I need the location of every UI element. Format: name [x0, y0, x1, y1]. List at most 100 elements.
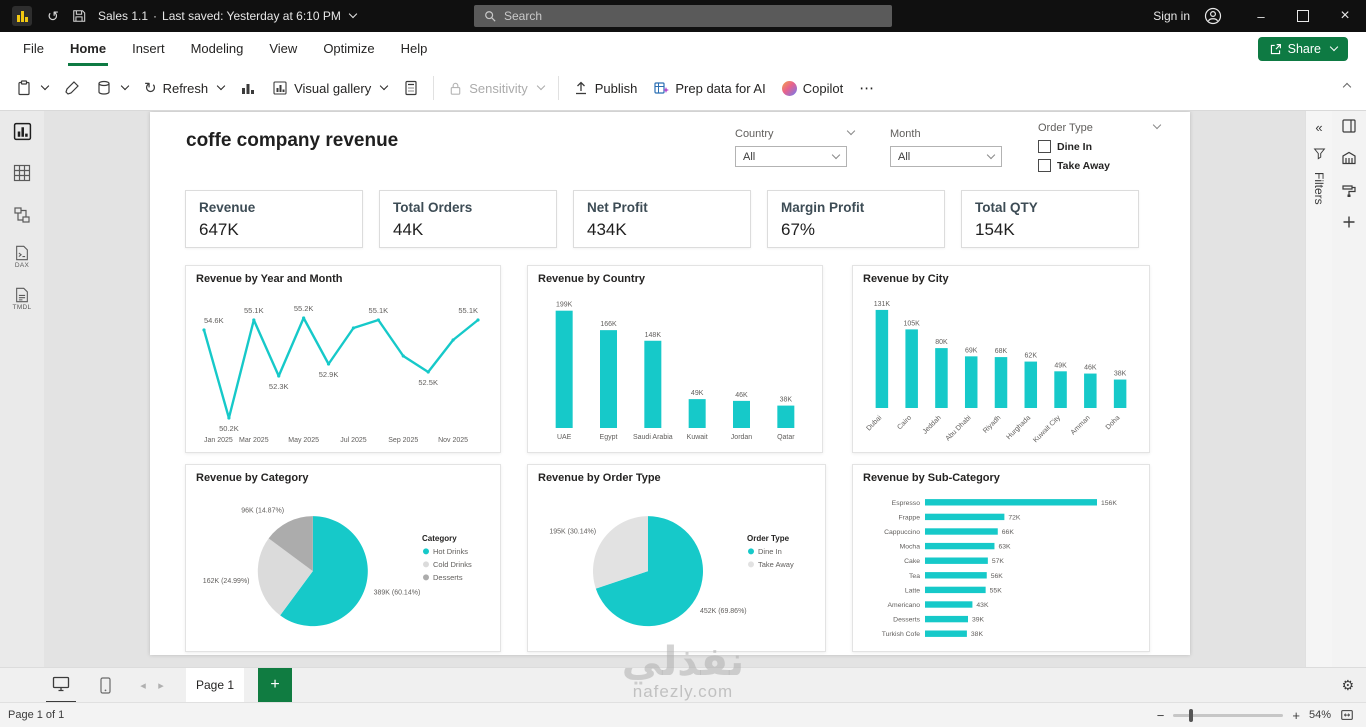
- mobile-layout-button[interactable]: [90, 669, 120, 702]
- next-page-button[interactable]: ▸: [158, 679, 164, 692]
- paste-button[interactable]: [8, 73, 56, 103]
- format-pane-icon[interactable]: [1341, 182, 1357, 198]
- chart-revenue-by-year-month[interactable]: Revenue by Year and Month 54.6K 50.2K 55.1…: [185, 265, 501, 453]
- get-data-button[interactable]: [88, 73, 136, 103]
- menu-home[interactable]: Home: [57, 32, 119, 66]
- share-button[interactable]: Share: [1257, 37, 1348, 61]
- new-page-button[interactable]: +: [258, 668, 292, 702]
- chevron-down-icon[interactable]: [1152, 120, 1162, 130]
- visual-gallery-label: Visual gallery: [294, 80, 372, 96]
- copilot-button[interactable]: Copilot: [774, 74, 851, 103]
- refresh-button[interactable]: ↻ Refresh: [136, 72, 232, 104]
- chart-title: Revenue by Category: [196, 472, 309, 484]
- svg-text:96K (14.87%): 96K (14.87%): [241, 507, 284, 514]
- menu-insert[interactable]: Insert: [132, 41, 165, 56]
- share-icon: [1270, 43, 1281, 54]
- filter-funnel-icon: [1313, 148, 1325, 160]
- kpi-card-total-orders[interactable]: Total Orders 44K: [379, 190, 557, 248]
- month-slicer-dropdown[interactable]: All: [890, 146, 1002, 167]
- kpi-card-net-profit[interactable]: Net Profit 434K: [573, 190, 751, 248]
- add-pane-icon[interactable]: [1341, 214, 1357, 230]
- svg-text:39K: 39K: [972, 617, 985, 624]
- more-options-button[interactable]: ⋯: [851, 72, 882, 104]
- model-view-icon: [14, 207, 30, 223]
- kpi-card-revenue[interactable]: Revenue 647K: [185, 190, 363, 248]
- chart-revenue-by-sub-category[interactable]: Revenue by Sub-Category Espresso 156K Frap…: [852, 464, 1150, 652]
- sensitivity-button[interactable]: Sensitivity: [440, 74, 552, 103]
- onelake-catalog-icon[interactable]: [1341, 150, 1357, 166]
- desktop-layout-button[interactable]: [46, 668, 76, 703]
- zoom-slider-handle[interactable]: [1189, 708, 1194, 722]
- svg-text:Cold Drinks: Cold Drinks: [433, 560, 472, 569]
- zoom-out-button[interactable]: −: [1156, 707, 1165, 723]
- chart-revenue-by-category[interactable]: Revenue by Category 389K (60.14%) 162K (2…: [185, 464, 501, 652]
- svg-text:43K: 43K: [976, 602, 989, 609]
- new-visual-button[interactable]: [232, 73, 264, 103]
- menu-modeling[interactable]: Modeling: [190, 41, 244, 56]
- menu-help[interactable]: Help: [400, 41, 428, 56]
- publish-icon: [575, 81, 586, 95]
- calculator-button[interactable]: [395, 73, 427, 103]
- document-title[interactable]: Sales 1.1 · Last saved: Yesterday at 6:1…: [98, 9, 358, 23]
- ribbon-separator: [557, 76, 559, 100]
- maximize-button[interactable]: [1282, 0, 1324, 32]
- filters-pane-label[interactable]: Filters: [1312, 172, 1326, 205]
- svg-text:Saudi Arabia: Saudi Arabia: [633, 434, 673, 441]
- kpi-label: Total Orders: [393, 200, 473, 215]
- account-icon[interactable]: [1200, 3, 1226, 29]
- svg-text:Category: Category: [422, 534, 457, 543]
- publish-label: Publish: [594, 80, 638, 96]
- order-type-slicer-label: Order Type: [1038, 122, 1093, 134]
- menu-file[interactable]: File: [23, 41, 44, 56]
- format-painter-button[interactable]: [56, 73, 88, 103]
- svg-text:38K: 38K: [1114, 371, 1127, 378]
- menu-optimize[interactable]: Optimize: [323, 41, 375, 56]
- prep-data-for-ai-button[interactable]: Prep data for AI: [645, 73, 773, 103]
- data-pane-icon[interactable]: [1341, 118, 1357, 134]
- titlebar: ↺ Sales 1.1 · Last saved: Yesterday at 6…: [0, 0, 1366, 32]
- expand-filters-button[interactable]: «: [1315, 120, 1323, 135]
- fit-to-page-icon[interactable]: [1340, 708, 1354, 722]
- report-page[interactable]: coffe company revenue Country All Month …: [150, 112, 1190, 655]
- visual-gallery-button[interactable]: Visual gallery: [264, 73, 395, 103]
- order-type-option-dine-in[interactable]: Dine In: [1038, 140, 1092, 153]
- table-view-button[interactable]: [0, 152, 44, 194]
- copilot-label: Copilot: [802, 80, 844, 96]
- search-input[interactable]: Search: [474, 5, 892, 27]
- dax-query-view-button[interactable]: DAX: [0, 236, 44, 278]
- kpi-card-margin-profit[interactable]: Margin Profit 67%: [767, 190, 945, 248]
- menu-view[interactable]: View: [269, 41, 298, 56]
- order-type-option-take-away[interactable]: Take Away: [1038, 159, 1110, 172]
- kpi-card-total-qty[interactable]: Total QTY 154K: [961, 190, 1139, 248]
- chevron-down-icon[interactable]: [846, 126, 856, 136]
- svg-text:Doha: Doha: [1105, 414, 1122, 431]
- chart-revenue-by-order-type[interactable]: Revenue by Order Type 452K (69.86%) 195K …: [527, 464, 826, 652]
- chart-revenue-by-country[interactable]: Revenue by Country 199K UAE 166K Egypt 148K S…: [527, 265, 823, 453]
- country-slicer-dropdown[interactable]: All: [735, 146, 847, 167]
- report-view-button[interactable]: [0, 110, 44, 152]
- chart-title: Revenue by Sub-Category: [863, 472, 1000, 484]
- model-view-button[interactable]: [0, 194, 44, 236]
- menubar: File Home Insert Modeling View Optimize …: [0, 32, 1366, 66]
- collapse-ribbon-button[interactable]: [1340, 79, 1358, 97]
- save-icon[interactable]: [66, 3, 92, 29]
- chart-title: Revenue by City: [863, 273, 949, 285]
- zoom-slider[interactable]: [1173, 708, 1284, 722]
- app-logo-icon[interactable]: [12, 6, 32, 26]
- close-button[interactable]: ×: [1340, 7, 1350, 24]
- tab-page-1[interactable]: Page 1: [186, 668, 244, 702]
- chevron-down-icon: [216, 81, 226, 91]
- previous-page-button[interactable]: ◂: [140, 679, 146, 692]
- zoom-in-button[interactable]: +: [1292, 707, 1300, 723]
- tmdl-view-button[interactable]: TMDL: [0, 278, 44, 320]
- publish-button[interactable]: Publish: [565, 73, 646, 103]
- chart-revenue-by-city[interactable]: Revenue by City 131K Dubai 105K Cairo 80K Jed…: [852, 265, 1150, 453]
- undo-icon[interactable]: ↺: [47, 7, 59, 24]
- minimize-button[interactable]: –: [1257, 8, 1265, 24]
- svg-text:63K: 63K: [998, 544, 1011, 551]
- report-canvas[interactable]: coffe company revenue Country All Month …: [44, 110, 1306, 668]
- svg-text:62K: 62K: [1025, 353, 1038, 360]
- sign-in-link[interactable]: Sign in: [1153, 9, 1190, 23]
- search-icon: [485, 11, 496, 22]
- settings-gear-button[interactable]: ⚙: [1341, 676, 1354, 693]
